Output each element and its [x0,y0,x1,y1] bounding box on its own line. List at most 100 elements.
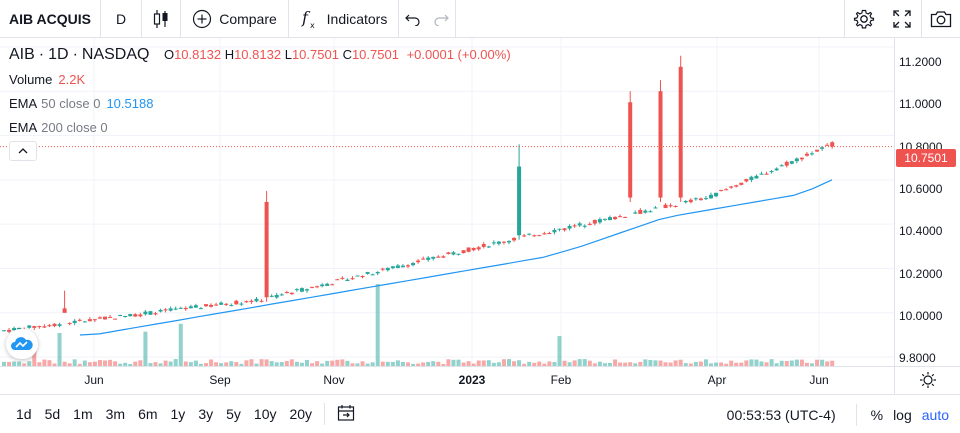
range-5y-button[interactable]: 5y [226,406,241,422]
fullscreen-icon [893,9,911,28]
volume-bar [658,360,663,366]
volume-bar [678,359,683,366]
range-1d-button[interactable]: 1d [16,406,32,422]
volume-bar [491,362,496,366]
candle-body [72,320,77,324]
ema200-params: 200 close 0 [41,120,108,135]
toolbar-divider [455,0,456,38]
redo-icon [434,14,449,26]
volume-bar [507,359,511,366]
candle-body [153,313,158,315]
volume-bar [224,362,229,366]
ema200-legend[interactable]: EMA 200 close 0 [9,120,108,135]
volume-bar [512,361,517,366]
percent-scale-toggle[interactable]: % [870,406,884,423]
chart-type-button[interactable] [142,0,180,37]
candle-body [385,267,390,271]
interval-button[interactable]: D [115,10,127,27]
candle-body [168,308,173,311]
toolbar-divider [921,0,922,38]
volume-bar [421,362,426,366]
clock-timezone[interactable]: 00:53:53 (UTC-4) [726,406,836,423]
axis-settings-button[interactable] [894,366,960,394]
log-scale-toggle[interactable]: log [893,406,912,423]
volume-bar [653,360,658,366]
range-10y-button[interactable]: 10y [253,406,277,422]
volume-legend[interactable]: Volume 2.2K [9,72,85,87]
candle-body [709,194,713,199]
candle-body [587,223,592,225]
volume-bar [406,362,410,366]
volume-bar [320,363,325,366]
price-axis[interactable] [894,38,960,367]
volume-bar [769,359,774,366]
candle-body [466,247,471,252]
range-6m-button[interactable]: 6m [138,406,158,422]
range-3y-button[interactable]: 3y [198,406,214,422]
candle-body [703,198,708,200]
volume-bar [719,362,724,366]
candle-body [663,204,668,209]
volume-bar [481,360,486,366]
candle-body [471,247,476,251]
bottom-toolbar: 1d 5d 1m 3m 6m 1y 3y 5y 10y 20y 00:53:53… [0,394,960,433]
volume-bar [759,361,764,366]
volume-bar [416,363,421,366]
volume-bar [431,361,436,366]
candle-body [335,279,340,281]
volume-bar [183,361,188,366]
toolbar-divider [398,0,399,38]
range-1m-button[interactable]: 1m [73,406,93,422]
price-chart[interactable] [0,38,894,366]
volume-bar [163,360,168,366]
tradingview-logo[interactable] [6,329,38,359]
candle-body [355,275,360,277]
price-axis-label: 10.0000 [899,309,943,323]
volume-bar [501,359,506,366]
symbol-search-button[interactable]: AIB ACQUIS [9,10,91,27]
candle-body [537,235,542,237]
range-3m-button[interactable]: 3m [105,406,126,422]
volume-bar [118,363,123,366]
candle-body [32,326,37,328]
volume-bars [2,284,835,366]
settings-button[interactable] [845,0,883,37]
candle-body [456,253,461,255]
range-1y-button[interactable]: 1y [170,406,186,422]
compare-button[interactable]: Compare [181,0,288,37]
candle-body [365,272,370,274]
candle-body [178,307,183,309]
redo-button[interactable] [427,0,455,37]
price-axis-label: 11.2000 [899,55,942,69]
ema50-legend[interactable]: EMA 50 close 0 10.5188 [9,96,153,111]
volume-bar [683,363,688,366]
range-20y-button[interactable]: 20y [289,406,313,422]
range-5d-button[interactable]: 5d [44,406,61,422]
candle-body [259,300,264,302]
candle-body [375,271,380,274]
candle-body [628,102,633,198]
indicators-button[interactable]: f x Indicators [289,0,398,37]
volume-bar [254,363,259,366]
legend-collapse-button[interactable] [9,141,37,161]
auto-scale-toggle[interactable]: auto [921,406,949,423]
volume-bar [380,361,385,366]
volume-bar [663,362,668,366]
camera-icon [930,10,952,27]
open-key: O [163,47,175,62]
goto-date-button[interactable] [337,404,355,425]
volume-bar [532,362,537,366]
legend-dot: · [72,46,78,63]
volume-bar [744,360,749,366]
candle-body [27,325,32,328]
candle-body [411,263,416,266]
candle-body [698,198,703,201]
volume-bar [496,362,501,366]
volume-bar [193,360,198,366]
cloud-logo-icon [11,337,33,350]
fullscreen-button[interactable] [883,0,921,37]
indicators-label: Indicators [326,10,388,27]
candle-body [764,173,769,175]
snapshot-button[interactable] [922,0,960,37]
undo-button[interactable] [399,0,427,37]
